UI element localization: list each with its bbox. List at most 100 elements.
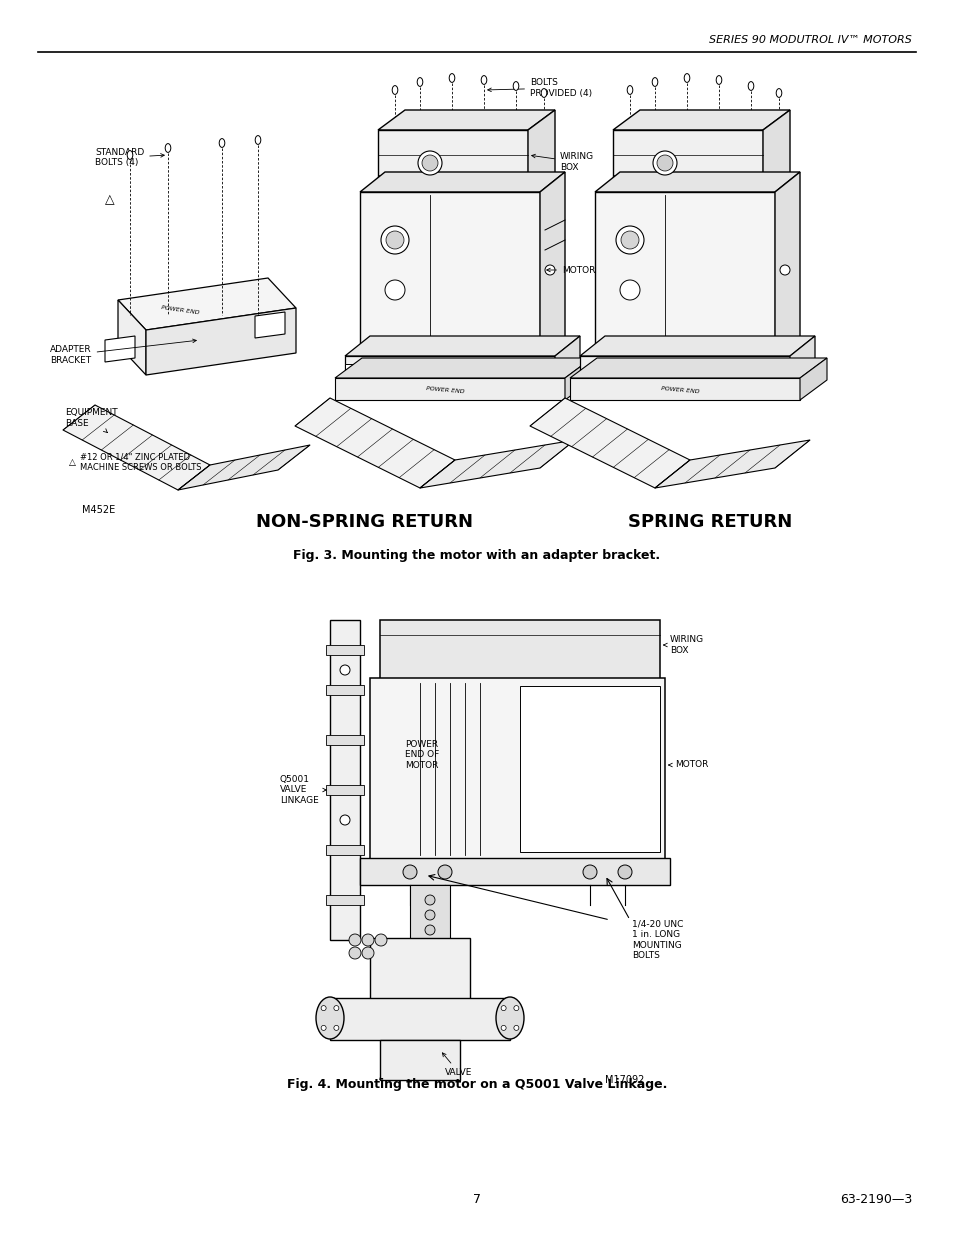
Polygon shape	[330, 998, 510, 1040]
Polygon shape	[377, 130, 527, 195]
Circle shape	[657, 156, 672, 170]
Polygon shape	[335, 358, 592, 378]
Polygon shape	[326, 895, 364, 905]
Polygon shape	[800, 358, 826, 400]
Polygon shape	[555, 336, 579, 380]
Text: POWER END: POWER END	[160, 305, 199, 315]
Polygon shape	[330, 620, 359, 940]
Text: POWER END: POWER END	[425, 385, 464, 394]
Text: POWER
END OF
MOTOR: POWER END OF MOTOR	[405, 740, 438, 769]
Polygon shape	[359, 172, 564, 191]
Polygon shape	[254, 312, 285, 338]
Text: Q5001
VALVE
LINKAGE: Q5001 VALVE LINKAGE	[280, 776, 326, 805]
Polygon shape	[335, 378, 564, 400]
Text: 63-2190—3: 63-2190—3	[839, 1193, 911, 1207]
Circle shape	[380, 226, 409, 254]
Polygon shape	[359, 858, 669, 885]
Text: M17092: M17092	[604, 1074, 643, 1086]
Polygon shape	[530, 398, 689, 488]
Polygon shape	[564, 358, 592, 400]
Circle shape	[620, 231, 639, 249]
Polygon shape	[294, 398, 455, 488]
Ellipse shape	[392, 85, 397, 94]
Circle shape	[349, 934, 360, 946]
Polygon shape	[579, 356, 789, 380]
Text: EQUIPMENT
BASE: EQUIPMENT BASE	[65, 409, 117, 432]
Text: 1/4-20 UNC
1 in. LONG
MOUNTING
BOLTS: 1/4-20 UNC 1 in. LONG MOUNTING BOLTS	[631, 920, 682, 960]
Ellipse shape	[315, 997, 344, 1039]
Ellipse shape	[776, 89, 781, 98]
Polygon shape	[359, 191, 539, 359]
Circle shape	[618, 864, 631, 879]
Polygon shape	[410, 885, 450, 940]
Text: POWER END: POWER END	[659, 385, 699, 394]
Ellipse shape	[626, 85, 632, 94]
Text: 7: 7	[473, 1193, 480, 1207]
Polygon shape	[345, 336, 579, 356]
Ellipse shape	[449, 74, 455, 83]
Polygon shape	[613, 110, 789, 130]
Text: ADAPTER
BRACKET: ADAPTER BRACKET	[50, 340, 196, 364]
Polygon shape	[377, 110, 555, 130]
Polygon shape	[595, 172, 800, 191]
Circle shape	[321, 1005, 326, 1010]
Text: MOTOR: MOTOR	[546, 266, 595, 274]
Polygon shape	[519, 685, 659, 852]
Circle shape	[652, 151, 677, 175]
Text: Fig. 4. Mounting the motor on a Q5001 Valve Linkage.: Fig. 4. Mounting the motor on a Q5001 Va…	[287, 1078, 666, 1092]
Ellipse shape	[513, 82, 518, 90]
Text: Fig. 3. Mounting the motor with an adapter bracket.: Fig. 3. Mounting the motor with an adapt…	[294, 550, 659, 562]
Polygon shape	[178, 445, 310, 490]
Polygon shape	[569, 378, 800, 400]
Polygon shape	[326, 785, 364, 795]
Polygon shape	[326, 735, 364, 745]
Text: BOLTS
PROVIDED (4): BOLTS PROVIDED (4)	[487, 78, 592, 98]
Polygon shape	[326, 645, 364, 655]
Text: △: △	[105, 194, 114, 206]
Circle shape	[619, 280, 639, 300]
Circle shape	[361, 947, 374, 960]
Circle shape	[500, 1025, 506, 1030]
Polygon shape	[655, 440, 809, 488]
Ellipse shape	[747, 82, 753, 90]
Polygon shape	[762, 110, 789, 195]
Circle shape	[616, 226, 643, 254]
Circle shape	[417, 151, 441, 175]
Polygon shape	[535, 359, 555, 375]
Circle shape	[339, 664, 350, 676]
Circle shape	[544, 266, 555, 275]
Ellipse shape	[127, 151, 132, 159]
Polygon shape	[326, 685, 364, 695]
Polygon shape	[613, 130, 762, 195]
Circle shape	[780, 266, 789, 275]
Polygon shape	[595, 191, 774, 359]
Polygon shape	[118, 300, 146, 375]
Ellipse shape	[716, 75, 721, 84]
Polygon shape	[774, 172, 800, 359]
Ellipse shape	[683, 74, 689, 83]
Polygon shape	[146, 308, 295, 375]
Polygon shape	[370, 678, 664, 860]
Text: WIRING
BOX: WIRING BOX	[531, 152, 594, 172]
Circle shape	[334, 1005, 338, 1010]
Polygon shape	[370, 939, 470, 1000]
Circle shape	[386, 231, 403, 249]
Circle shape	[349, 947, 360, 960]
Circle shape	[437, 864, 452, 879]
Ellipse shape	[480, 75, 486, 84]
Polygon shape	[527, 110, 555, 195]
Polygon shape	[569, 358, 826, 378]
Ellipse shape	[165, 143, 171, 152]
Circle shape	[421, 156, 437, 170]
Circle shape	[385, 280, 405, 300]
Text: △: △	[69, 457, 75, 467]
Text: M452E: M452E	[82, 505, 115, 515]
Circle shape	[321, 1025, 326, 1030]
Polygon shape	[326, 845, 364, 855]
Polygon shape	[789, 336, 814, 380]
Circle shape	[514, 1025, 518, 1030]
Ellipse shape	[496, 997, 523, 1039]
Circle shape	[500, 1005, 506, 1010]
Polygon shape	[379, 1040, 459, 1079]
Polygon shape	[63, 405, 210, 490]
